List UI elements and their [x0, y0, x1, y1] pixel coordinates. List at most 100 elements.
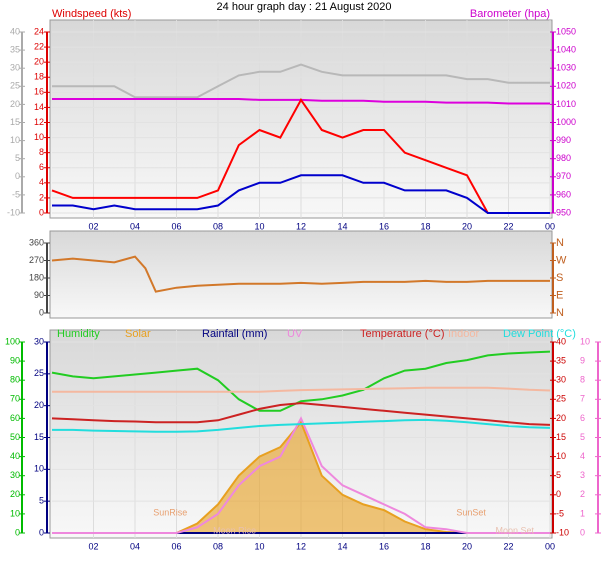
x-tick-label: 08: [213, 221, 223, 231]
y-tick-label: 100: [5, 336, 20, 346]
series-line: [52, 386, 551, 393]
x-tick-label: 14: [337, 221, 347, 231]
x-tick-label: 06: [171, 541, 181, 551]
series-line: [51, 402, 551, 426]
y-tick-label: 0: [15, 527, 20, 537]
x-tick-label: 16: [379, 221, 389, 231]
y-tick-label: 2: [580, 489, 585, 499]
x-tick-label: 02: [88, 221, 98, 231]
y-tick-label: 22: [34, 41, 44, 51]
x-tick-label: 22: [503, 221, 513, 231]
annotation: SunSet: [456, 507, 486, 517]
area-fill: [52, 422, 550, 533]
y-tick-label: 360: [29, 237, 44, 247]
series-line: [51, 255, 550, 293]
y-tick-label: 10: [10, 508, 20, 518]
y-tick-label: 0: [39, 527, 44, 537]
y-tick-label: 4: [39, 177, 44, 187]
y-tick-label: 70: [10, 394, 20, 404]
x-tick-label: 18: [420, 221, 430, 231]
y-tick-label: 960: [556, 189, 571, 199]
y-tick-label: 20: [556, 413, 566, 423]
y-tick-label: 1000: [556, 117, 576, 127]
y-tick-label: -10: [556, 527, 569, 537]
y-tick-label: 20: [34, 400, 44, 410]
legend-label: Indoor: [448, 328, 480, 340]
y-tick-label: 0: [556, 489, 561, 499]
x-tick-label: 08: [213, 541, 223, 551]
x-tick-label: 12: [296, 221, 306, 231]
y-tick-label: 9: [580, 355, 585, 365]
y-tick-label: 24: [34, 26, 44, 36]
y-tick-label: N: [556, 307, 564, 319]
x-tick-label: 16: [379, 541, 389, 551]
y-tick-label: 2: [39, 192, 44, 202]
chart-title: 24 hour graph day : 21 August 2020: [217, 1, 392, 13]
y-tick-label: -10: [7, 207, 20, 217]
y-tick-label: -5: [12, 189, 20, 199]
y-tick-label: 4: [580, 451, 585, 461]
y-tick-label: 25: [10, 81, 20, 91]
y-tick-label: 30: [556, 375, 566, 385]
x-tick-label: 14: [337, 541, 347, 551]
y-tick-label: 1050: [556, 26, 576, 36]
y-tick-label: -5: [556, 508, 564, 518]
y-tick-label: 970: [556, 171, 571, 181]
legend-label: Solar: [125, 328, 151, 340]
y-tick-label: W: [556, 254, 567, 266]
y-tick-label: 6: [39, 162, 44, 172]
y-tick-label: 5: [580, 432, 585, 442]
y-tick-label: 90: [10, 355, 20, 365]
y-tick-label: 15: [556, 432, 566, 442]
y-tick-label: 1020: [556, 81, 576, 91]
y-tick-label: 3: [580, 470, 585, 480]
y-tick-label: 0: [39, 207, 44, 217]
y-tick-label: 25: [556, 394, 566, 404]
series-line: [52, 416, 550, 534]
y-tick-label: 40: [10, 451, 20, 461]
y-tick-label: 40: [556, 336, 566, 346]
annotation: Moon Set: [495, 525, 534, 535]
y-tick-label: 20: [10, 489, 20, 499]
series-line: [51, 97, 550, 214]
y-tick-label: 980: [556, 153, 571, 163]
y-tick-label: 0: [580, 527, 585, 537]
x-tick-label: 22: [503, 541, 513, 551]
y-tick-label: 80: [10, 375, 20, 385]
series-line: [52, 63, 550, 99]
y-tick-label: 60: [10, 413, 20, 423]
y-tick-label: 8: [580, 375, 585, 385]
x-tick-label: 10: [254, 221, 264, 231]
y-tick-label: 30: [34, 336, 44, 346]
legend-label: UV: [287, 328, 303, 340]
annotation: SunRise: [153, 507, 187, 517]
x-tick-label: 04: [130, 221, 140, 231]
y-tick-label: N: [556, 237, 564, 249]
axis-label: Barometer (hpa): [470, 8, 550, 20]
y-tick-label: 5: [15, 153, 20, 163]
y-tick-label: 40: [10, 26, 20, 36]
y-tick-label: 20: [10, 99, 20, 109]
y-tick-label: 16: [34, 87, 44, 97]
legend-label: Temperature (°C): [360, 328, 444, 340]
x-tick-label: 20: [462, 221, 472, 231]
x-tick-label: 00: [545, 541, 555, 551]
y-tick-label: 1: [580, 508, 585, 518]
y-tick-label: 180: [29, 272, 44, 282]
y-tick-label: 90: [34, 290, 44, 300]
y-tick-label: 10: [10, 135, 20, 145]
y-tick-label: 14: [34, 102, 44, 112]
series-line: [52, 418, 551, 433]
y-tick-label: 950: [556, 207, 571, 217]
y-tick-label: 990: [556, 135, 571, 145]
y-tick-label: 18: [34, 72, 44, 82]
y-tick-label: 25: [34, 368, 44, 378]
annotation: Moon Rise: [213, 525, 256, 535]
x-tick-label: 10: [254, 541, 264, 551]
y-tick-label: 20: [34, 57, 44, 67]
y-tick-label: 30: [10, 63, 20, 73]
x-tick-label: 12: [296, 541, 306, 551]
y-tick-label: 10: [34, 464, 44, 474]
x-tick-label: 06: [171, 221, 181, 231]
